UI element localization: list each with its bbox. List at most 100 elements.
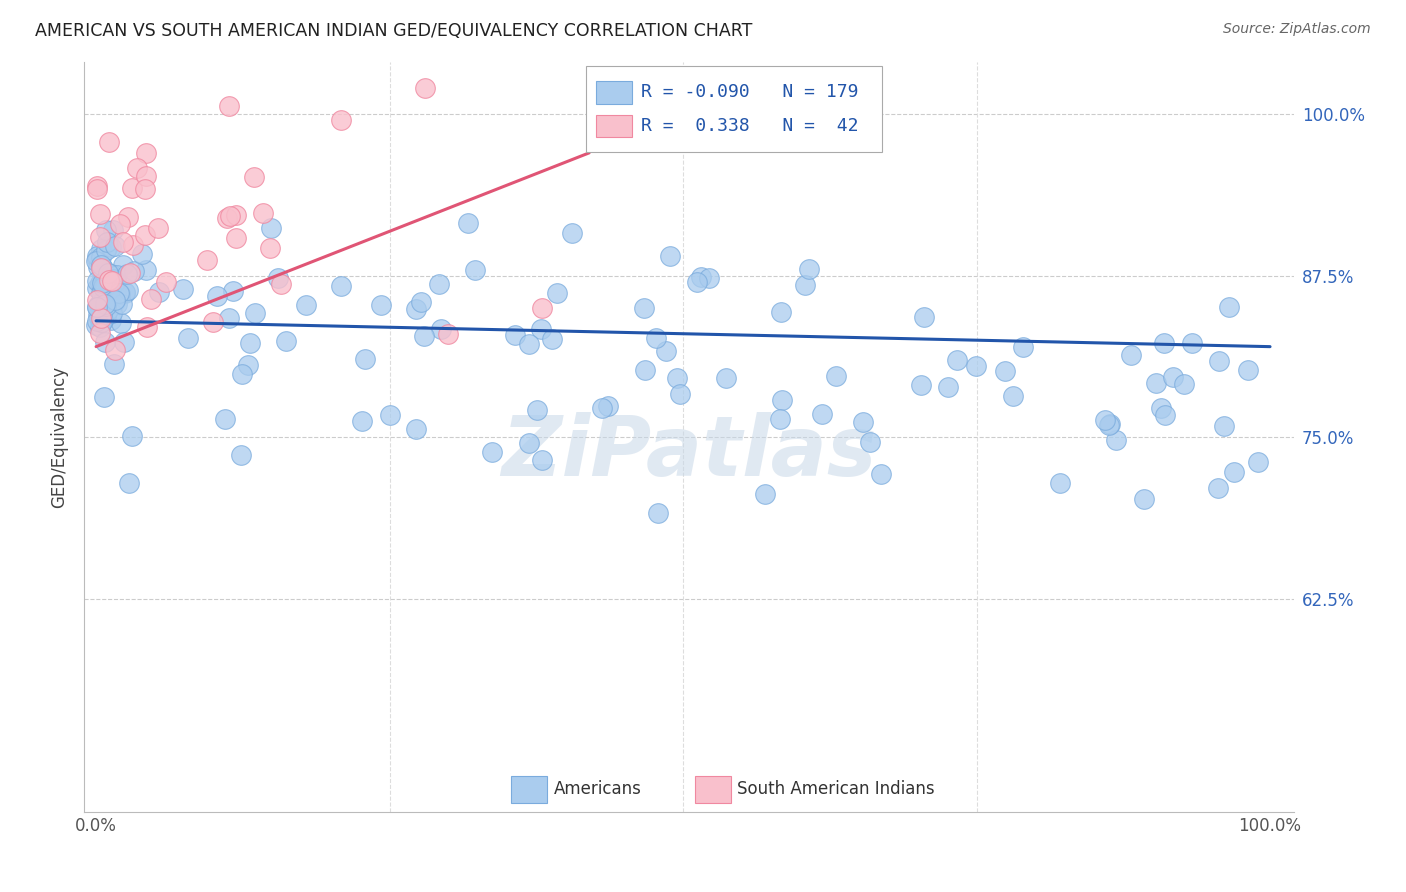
Point — [117, 284, 139, 298]
Point — [561, 226, 583, 240]
Point — [690, 270, 713, 285]
Point — [1208, 354, 1230, 368]
Point — [136, 320, 159, 334]
Point — [100, 284, 122, 298]
Point — [86, 178, 108, 193]
Point — [101, 274, 124, 288]
Point — [101, 223, 124, 237]
Point — [127, 161, 149, 176]
Point — [231, 448, 253, 462]
Point — [267, 271, 290, 285]
Point — [225, 230, 247, 244]
Point — [218, 99, 240, 113]
Point — [135, 169, 157, 183]
Point — [1105, 434, 1128, 448]
Text: Americans: Americans — [554, 780, 641, 798]
Point — [91, 270, 114, 285]
Point — [405, 302, 427, 317]
Point — [94, 303, 117, 318]
Text: R =  0.338   N =  42: R = 0.338 N = 42 — [641, 117, 858, 135]
Point — [413, 328, 436, 343]
FancyBboxPatch shape — [596, 81, 633, 103]
Point — [666, 371, 689, 385]
Y-axis label: GED/Equivalency: GED/Equivalency — [51, 366, 69, 508]
Point — [464, 263, 486, 277]
Point — [658, 249, 681, 263]
Point — [90, 286, 112, 301]
Point — [90, 243, 112, 257]
Point — [259, 241, 281, 255]
Point — [117, 210, 139, 224]
Point — [86, 249, 108, 263]
Point — [93, 307, 115, 321]
Point — [111, 296, 134, 310]
Point — [87, 309, 110, 323]
Point — [86, 318, 108, 333]
Point — [86, 254, 108, 268]
Point — [202, 315, 225, 329]
Point — [260, 220, 283, 235]
Point — [1144, 376, 1167, 390]
Point — [647, 506, 669, 520]
Text: AMERICAN VS SOUTH AMERICAN INDIAN GED/EQUIVALENCY CORRELATION CHART: AMERICAN VS SOUTH AMERICAN INDIAN GED/EQ… — [35, 22, 752, 40]
Point — [207, 289, 229, 303]
Point — [91, 295, 114, 310]
Point — [754, 487, 776, 501]
Point — [134, 228, 156, 243]
Point — [104, 343, 127, 357]
Point — [1154, 408, 1177, 422]
Point — [370, 298, 392, 312]
Point — [93, 280, 115, 294]
Point — [101, 274, 124, 288]
Point — [93, 313, 115, 327]
Point — [94, 280, 117, 294]
Point — [177, 331, 200, 345]
Point — [93, 390, 115, 404]
Point — [811, 407, 834, 421]
Point — [94, 287, 117, 301]
Point — [135, 263, 157, 277]
Point — [405, 422, 427, 436]
Point — [793, 277, 815, 292]
Point — [517, 336, 540, 351]
Point — [97, 276, 120, 290]
Point — [115, 267, 138, 281]
FancyBboxPatch shape — [586, 66, 883, 153]
Point — [1094, 413, 1116, 427]
Point — [531, 301, 554, 315]
Point — [225, 208, 247, 222]
Point — [90, 258, 112, 272]
Point — [1218, 300, 1240, 314]
Point — [378, 409, 401, 423]
Point — [97, 302, 120, 317]
Point — [541, 332, 564, 346]
Point — [89, 326, 111, 340]
Point — [633, 301, 655, 315]
FancyBboxPatch shape — [695, 776, 731, 803]
Point — [1181, 335, 1204, 350]
Point — [122, 238, 145, 252]
Point — [93, 334, 115, 349]
Point — [98, 136, 121, 150]
Point — [329, 279, 352, 293]
Point — [270, 277, 292, 291]
Point — [86, 252, 108, 266]
Point — [90, 315, 112, 329]
Point — [239, 335, 262, 350]
Point — [104, 239, 127, 253]
Point — [644, 331, 666, 345]
Point — [481, 445, 503, 459]
Point — [148, 285, 170, 299]
Point — [110, 316, 132, 330]
Point — [90, 276, 112, 290]
Point — [89, 319, 111, 334]
Point — [108, 286, 131, 301]
Point — [517, 435, 540, 450]
Point — [243, 305, 266, 319]
Point — [105, 268, 128, 282]
Point — [655, 344, 678, 359]
Point — [243, 170, 266, 185]
Point — [966, 359, 988, 373]
Point — [669, 387, 692, 401]
Point — [852, 415, 875, 429]
